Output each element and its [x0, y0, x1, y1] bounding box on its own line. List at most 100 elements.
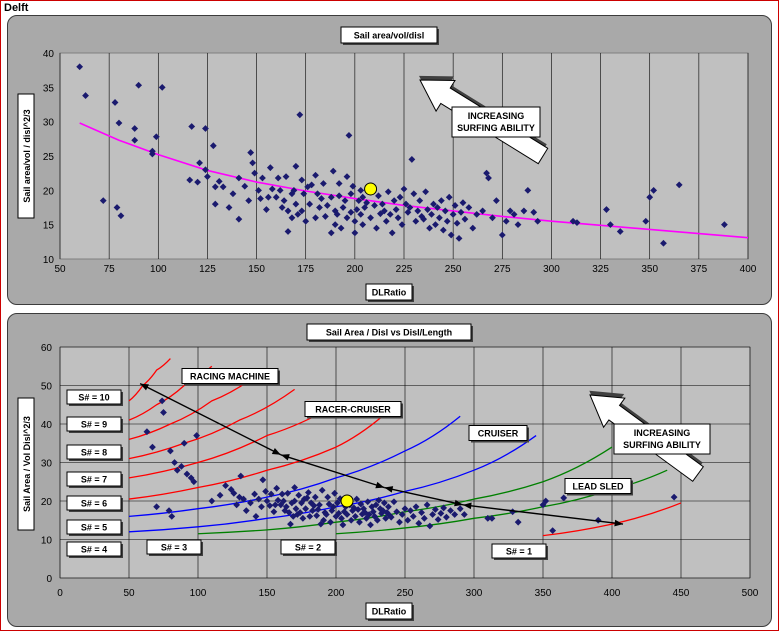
x-tick-label: 300 [466, 588, 483, 599]
data-point [365, 511, 373, 518]
data-point [113, 204, 121, 211]
data-point [215, 178, 223, 185]
data-point [343, 173, 351, 180]
chart-panel-top: 50 75 100 125 150 175 200 225 250 275 300 325 350 375… [7, 15, 772, 305]
data-point [296, 111, 304, 119]
data-point [406, 204, 414, 211]
region-racer-cruiser-box [304, 401, 402, 417]
data-point [318, 195, 325, 202]
data-point [382, 217, 390, 225]
data-point [320, 180, 327, 187]
data-point [469, 224, 477, 232]
data-point [457, 208, 465, 216]
data-point [353, 495, 361, 503]
data-point [323, 202, 331, 209]
data-point [292, 162, 300, 170]
y-tick-label: 20 [43, 186, 55, 197]
x-tick-label: 275 [494, 264, 511, 275]
x-tick-label: 75 [104, 264, 116, 275]
data-point [171, 459, 178, 466]
data-point [420, 215, 428, 223]
data-point [168, 513, 176, 520]
arrow-head [375, 481, 385, 489]
data-point [384, 188, 392, 196]
data-point [492, 197, 500, 205]
x-tick-label: 150 [259, 588, 276, 599]
data-point [251, 169, 258, 177]
s-number-6-text: S# = 6 [81, 499, 107, 509]
data-point [414, 207, 422, 215]
s-number-6: S# = 6 [66, 495, 123, 512]
data-point [646, 193, 654, 201]
data-point [272, 193, 280, 201]
data-point [284, 207, 292, 215]
data-point [235, 215, 243, 223]
data-point [295, 491, 303, 499]
x-tick-label: 50 [123, 588, 135, 599]
x-tick-label: 375 [691, 264, 708, 275]
data-point [149, 443, 156, 451]
data-point [278, 204, 286, 211]
data-point [225, 204, 233, 211]
data-point [303, 494, 311, 502]
data-point [308, 181, 316, 189]
region-racing-box [181, 368, 279, 384]
data-point [371, 202, 378, 209]
data-point [99, 197, 107, 205]
s-number-2: S# = 2 [280, 539, 337, 556]
data-point [288, 214, 296, 222]
data-point [117, 212, 125, 220]
data-point [400, 185, 408, 193]
data-point [394, 214, 402, 222]
x-tick-label: 300 [543, 264, 560, 275]
data-point [262, 487, 270, 495]
data-point [131, 136, 139, 144]
data-point [267, 490, 275, 498]
lead_sled-curve [542, 502, 682, 537]
data-point [456, 505, 464, 513]
data-point [111, 99, 119, 106]
window-title: Delft [4, 2, 29, 14]
data-point [148, 150, 156, 158]
data-point [327, 193, 335, 201]
data-point [434, 204, 441, 211]
data-point [209, 142, 217, 150]
data-point [542, 497, 550, 505]
data-point [432, 221, 439, 229]
data-point [385, 503, 392, 511]
chart-panel-bottom: 0 50 100 150 200 250 300 350 400 450 500 0 10 20 30 40 5… [7, 313, 772, 627]
s-number-4-box [66, 541, 122, 557]
data-point [367, 214, 374, 222]
data-point [357, 186, 365, 194]
data-point [423, 501, 431, 509]
data-point [398, 511, 406, 518]
data-point [300, 190, 308, 198]
data-point [451, 511, 459, 518]
annotation-surfing: INCREASING SURFING ABILITY [451, 106, 541, 138]
data-point [416, 197, 424, 205]
data-point [506, 207, 514, 215]
data-point [152, 133, 160, 141]
data-point [560, 494, 568, 502]
data-point [354, 506, 362, 513]
data-point [461, 215, 469, 223]
chart-title: Sail Area / Disl vs Disl/Length [306, 323, 473, 342]
x-axis-label: DLRatio [365, 283, 414, 302]
x-axis-label-text: DLRatio [372, 288, 407, 298]
data-point [292, 200, 300, 208]
annotation-surfing: INCREASING SURFING ABILITY [613, 423, 711, 455]
data-point [290, 186, 298, 194]
x-axis-label-text: DLRatio [372, 607, 407, 617]
data-point [335, 509, 343, 517]
data-point [302, 505, 310, 513]
data-point [235, 174, 243, 182]
data-point [263, 497, 271, 505]
data-point [247, 149, 255, 156]
data-point [329, 167, 337, 175]
data-point [178, 462, 185, 470]
data-point [280, 197, 288, 205]
data-point [219, 183, 227, 191]
data-point [312, 171, 319, 179]
data-point [341, 197, 349, 205]
